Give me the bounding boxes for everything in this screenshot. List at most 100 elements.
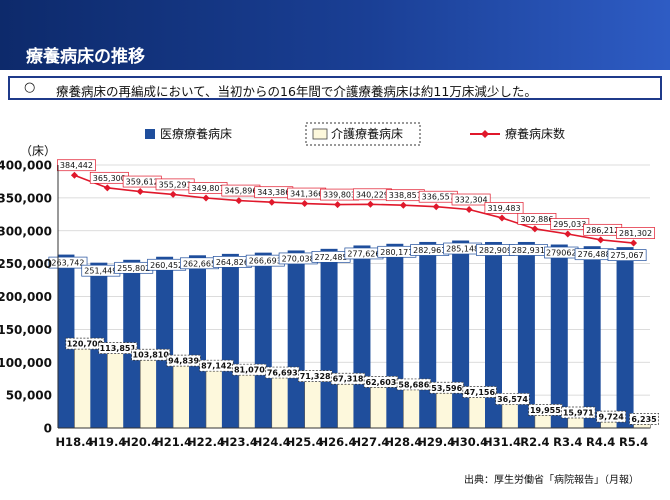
source-note: 出典：厚生労働省「病院報告」（月報）	[464, 475, 639, 486]
label-care: 47,156	[464, 388, 495, 397]
bar-medical	[485, 241, 502, 428]
label-total: 355,291	[159, 180, 192, 189]
bar-care	[139, 359, 158, 429]
label-total: 332,304	[455, 196, 488, 205]
y-tick-label: 350,000	[0, 191, 52, 205]
summary-bullet: ○	[24, 80, 36, 95]
bar-care	[567, 417, 586, 429]
x-tick-label: H31.4	[483, 435, 521, 449]
label-care: 53,596	[431, 384, 462, 393]
bar-medical	[550, 244, 568, 428]
label-medical: 282,931	[512, 246, 545, 255]
label-total: 319,483	[487, 204, 520, 213]
header-banner: 療養病床の推移	[0, 0, 670, 70]
bar-medical	[452, 240, 470, 428]
bar-care	[468, 396, 487, 429]
bar-medical	[320, 248, 338, 428]
legend-box-care	[305, 122, 421, 146]
label-total: 345,896	[224, 187, 257, 196]
legend-label-medical: 医療療養病床	[160, 126, 232, 141]
bar-medical	[156, 256, 174, 428]
point-total	[564, 230, 572, 238]
point-total	[531, 225, 539, 233]
point-total	[301, 200, 309, 208]
point-total	[103, 184, 111, 192]
label-medical: 251,449	[84, 267, 117, 276]
y-tick-label: 50,000	[6, 389, 52, 403]
label-medical: 260,452	[150, 261, 183, 270]
label-medical: 275,067	[611, 251, 644, 260]
x-tick-label: H20.4	[121, 435, 159, 449]
label-care: 94,839	[168, 357, 199, 366]
label-total: 340,229	[356, 190, 389, 199]
bar-medical	[221, 253, 239, 428]
y-tick-label: 150,000	[0, 323, 52, 337]
x-tick-label: H27.4	[351, 435, 389, 449]
x-tick-label: H29.4	[417, 435, 455, 449]
label-medical-box	[48, 256, 88, 269]
bar-medical	[583, 246, 601, 428]
line-total	[74, 174, 634, 244]
x-tick-label: H19.4	[88, 435, 126, 449]
y-tick-label: 100,000	[0, 356, 52, 370]
label-total: 336,557	[422, 193, 455, 202]
label-medical: 262,665	[183, 259, 216, 268]
label-total-box	[484, 202, 524, 214]
label-medical: 280,171	[380, 248, 413, 257]
label-medical: 270,038	[282, 254, 315, 263]
label-total: 339,803	[323, 191, 356, 200]
label-total: 286,212	[586, 226, 619, 235]
point-total	[366, 200, 374, 208]
x-tick-label: R2.4	[520, 435, 549, 449]
bar-medical	[189, 255, 206, 428]
x-tick-label: H21.4	[154, 435, 192, 449]
label-medical: 282,961	[413, 246, 446, 255]
point-total	[169, 190, 177, 198]
point-total	[432, 203, 440, 211]
x-tick-label: H18.4	[55, 435, 93, 449]
label-care: 62,603	[366, 378, 397, 387]
bar-care	[435, 392, 454, 429]
point-total	[202, 194, 210, 202]
y-axis-label: （床）	[20, 144, 57, 158]
label-total-box	[451, 193, 491, 206]
x-tick-label: H30.4	[450, 435, 488, 449]
x-tick-label: H24.4	[253, 435, 291, 449]
x-tick-label: H22.4	[187, 435, 225, 449]
label-total: 349,807	[191, 184, 224, 193]
point-total	[235, 197, 243, 205]
label-care: 6,235	[631, 415, 657, 424]
label-total: 359,612	[126, 178, 159, 187]
bar-care	[337, 383, 355, 429]
bar-care	[600, 421, 618, 429]
y-tick-label: 300,000	[0, 224, 52, 238]
label-total-box	[616, 227, 656, 239]
x-tick-label: H25.4	[286, 435, 324, 449]
label-care-box	[131, 348, 171, 361]
bar-medical	[419, 241, 437, 428]
summary-box: ○ 療養病床の再編成において、当初からの16年間で介護療養病床は約11万床減少し…	[8, 76, 662, 100]
y-tick-label: 200,000	[0, 290, 52, 304]
label-care: 81,070	[234, 366, 265, 375]
label-total: 338,857	[389, 191, 422, 200]
x-tick-label: R4.4	[586, 435, 615, 449]
label-medical: 282,909	[479, 246, 512, 255]
point-total	[597, 236, 605, 244]
label-medical: 264,826	[216, 258, 249, 267]
label-total: 384,442	[60, 161, 93, 170]
label-medical: 277,626	[347, 249, 380, 258]
legend-swatch-care	[312, 128, 328, 140]
label-care: 113,851	[100, 344, 137, 353]
legend-swatch-medical	[145, 129, 155, 139]
x-tick-label: R3.4	[553, 435, 582, 449]
bar-care	[107, 352, 125, 429]
x-tick-label: H26.4	[319, 435, 357, 449]
label-care: 87,142	[201, 362, 232, 371]
label-care-box	[561, 406, 596, 419]
page-title: 療養病床の推移	[26, 47, 145, 67]
label-care: 67,318	[333, 375, 364, 384]
label-care-box	[629, 413, 659, 425]
x-tick-label: H23.4	[220, 435, 258, 449]
label-care: 120,700	[67, 340, 104, 349]
